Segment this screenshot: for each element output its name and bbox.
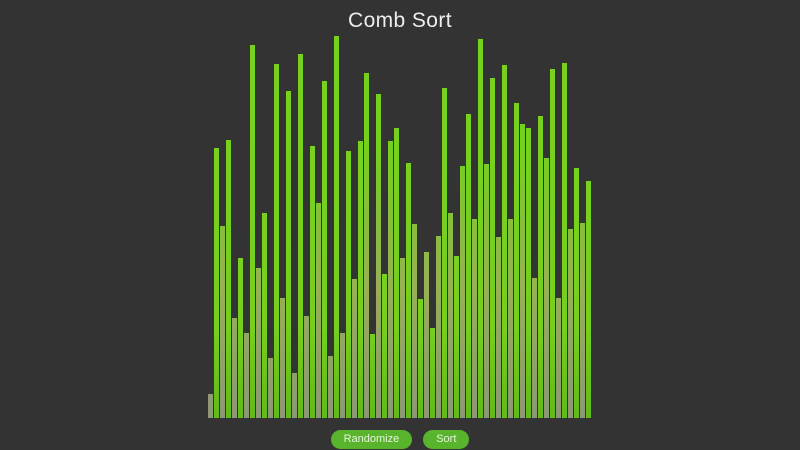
bar <box>574 168 579 418</box>
bar <box>280 298 285 418</box>
bar <box>346 151 351 418</box>
bar <box>358 141 363 418</box>
bar <box>544 158 549 418</box>
bar <box>586 181 591 418</box>
bar <box>448 213 453 418</box>
bar <box>370 334 375 418</box>
randomize-button[interactable]: Randomize <box>330 430 413 449</box>
bar <box>256 268 261 418</box>
bar <box>580 223 585 418</box>
sort-button[interactable]: Sort <box>423 430 470 449</box>
bar <box>436 236 441 418</box>
bar <box>334 36 339 418</box>
bar <box>424 252 429 418</box>
bar <box>214 148 219 418</box>
bar <box>406 163 411 418</box>
bar <box>418 299 423 418</box>
bar <box>238 258 243 418</box>
bar <box>250 45 255 418</box>
bar <box>442 88 447 418</box>
bar <box>226 140 231 418</box>
bar <box>394 128 399 418</box>
bar <box>466 114 471 418</box>
bar <box>550 69 555 418</box>
bar <box>538 116 543 418</box>
bar <box>220 226 225 418</box>
bar <box>520 124 525 418</box>
bar <box>496 237 501 418</box>
bar <box>244 333 249 418</box>
bar <box>304 316 309 418</box>
bar <box>514 103 519 418</box>
bar <box>286 91 291 418</box>
bar <box>292 373 297 418</box>
bar <box>430 328 435 418</box>
bar <box>502 65 507 418</box>
bar <box>412 224 417 418</box>
bar <box>400 258 405 418</box>
bar <box>454 256 459 418</box>
bar <box>364 73 369 418</box>
bar <box>232 318 237 418</box>
bar <box>388 141 393 418</box>
bar <box>328 356 333 418</box>
bar <box>352 279 357 418</box>
bar <box>262 213 267 418</box>
bar <box>562 63 567 418</box>
bar <box>478 39 483 418</box>
bar <box>322 81 327 418</box>
bar <box>526 128 531 418</box>
bar <box>298 54 303 418</box>
bar <box>316 203 321 418</box>
controls-bar: Randomize Sort <box>0 430 800 449</box>
bar <box>382 274 387 418</box>
bar <box>532 278 537 418</box>
bar <box>508 219 513 418</box>
page-title: Comb Sort <box>348 9 452 32</box>
bar <box>376 94 381 418</box>
bar <box>568 229 573 418</box>
sort-bar-chart <box>208 32 592 418</box>
bar <box>208 394 213 418</box>
bar <box>556 298 561 418</box>
bar <box>310 146 315 418</box>
bar <box>484 164 489 418</box>
bar <box>472 219 477 418</box>
bar <box>460 166 465 418</box>
bar <box>340 333 345 418</box>
bar <box>268 358 273 418</box>
bar <box>274 64 279 418</box>
bar <box>490 78 495 418</box>
